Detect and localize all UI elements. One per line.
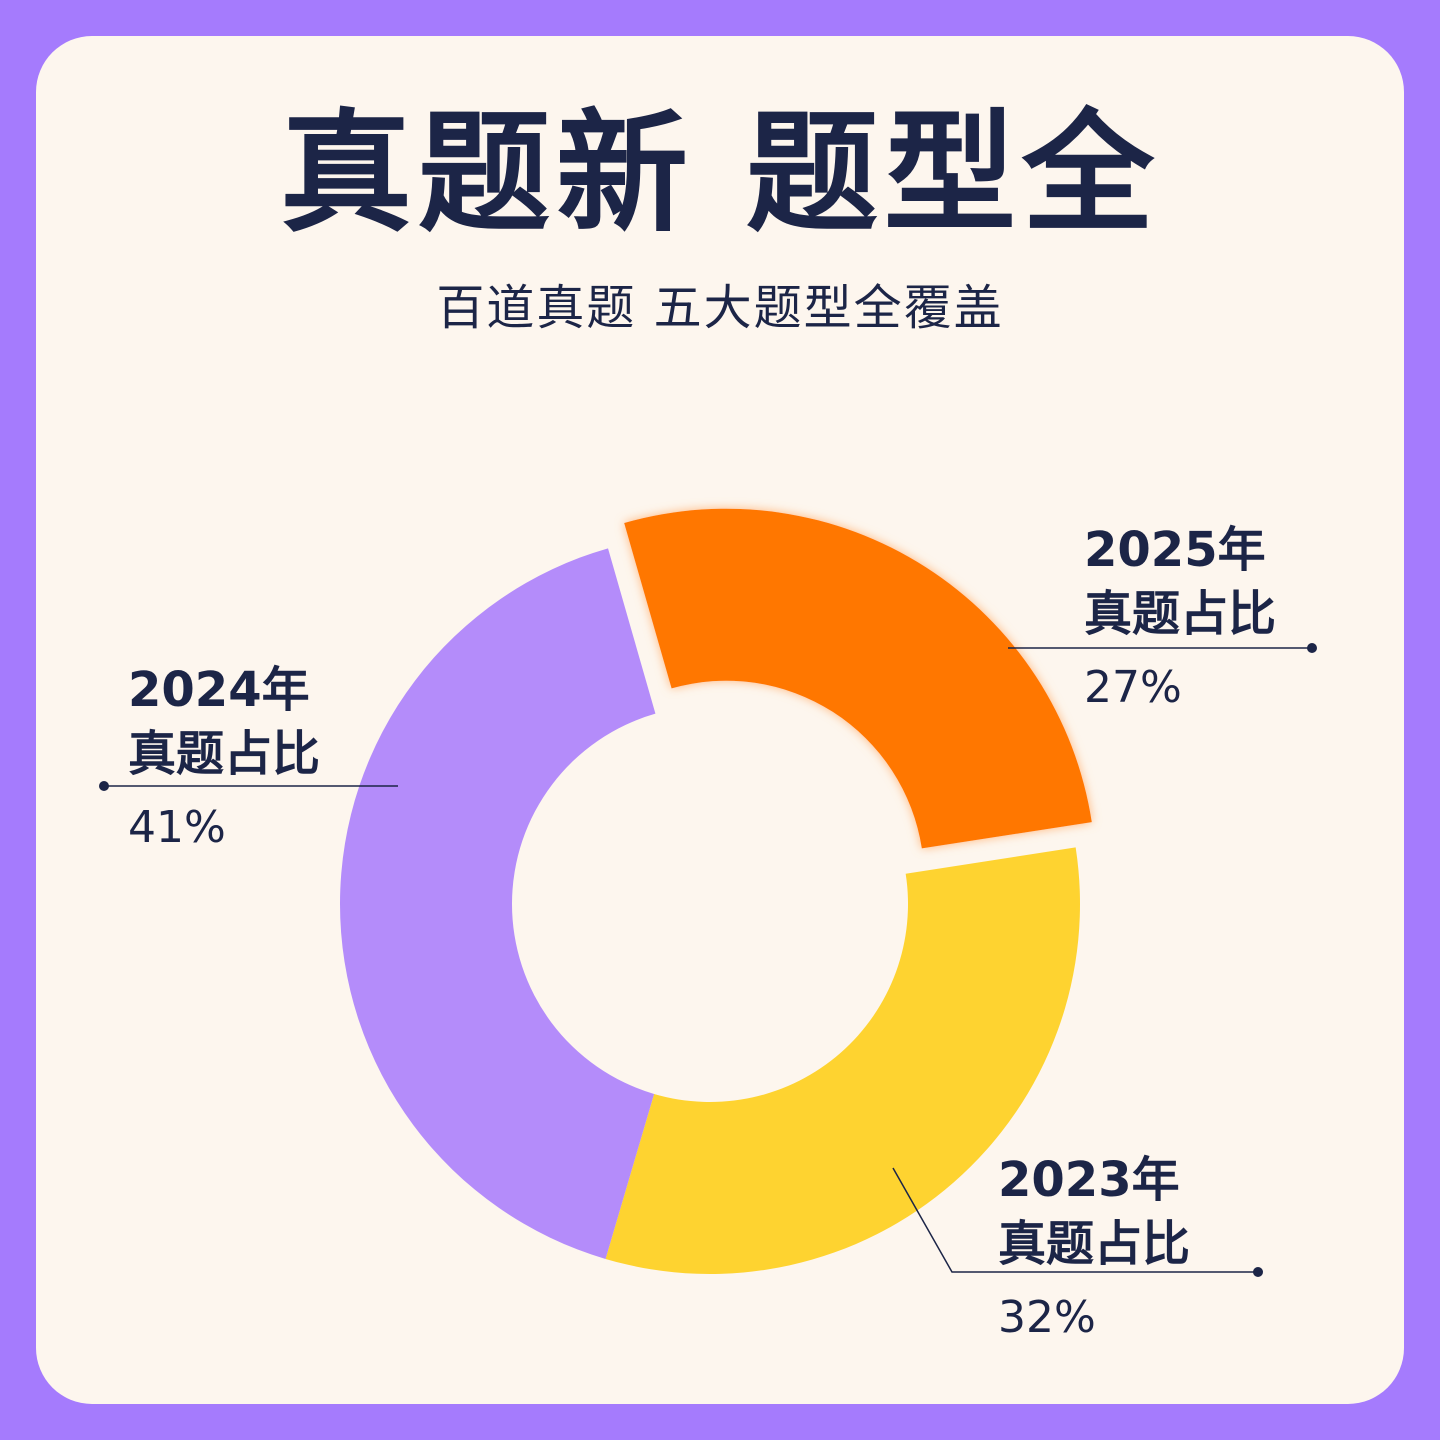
leader-dot-2024 (99, 781, 109, 791)
slice-year-label-2025: 2025年 (1084, 522, 1266, 578)
slice-value-label-2025: 27% (1084, 662, 1182, 713)
donut-slice-2023 (605, 847, 1080, 1274)
leader-dot-2023 (1253, 1267, 1263, 1277)
slice-category-label-2025: 真题占比 (1084, 586, 1276, 642)
leader-dot-2025 (1307, 643, 1317, 653)
page-subtitle: 百道真题 五大题型全覆盖 (436, 280, 1004, 336)
slice-value-label-2024: 41% (128, 802, 226, 853)
donut-slice-2025 (624, 508, 1092, 849)
slice-year-label-2024: 2024年 (128, 662, 310, 718)
donut-slice-2024 (339, 548, 656, 1259)
slice-category-label-2023: 真题占比 (998, 1216, 1190, 1272)
page-title: 真题新 题型全 (280, 97, 1160, 251)
slice-value-label-2023: 32% (998, 1292, 1096, 1343)
leader-line-2023 (892, 1167, 1258, 1273)
slice-year-label-2023: 2023年 (998, 1152, 1180, 1208)
slice-category-label-2024: 真题占比 (128, 726, 320, 782)
